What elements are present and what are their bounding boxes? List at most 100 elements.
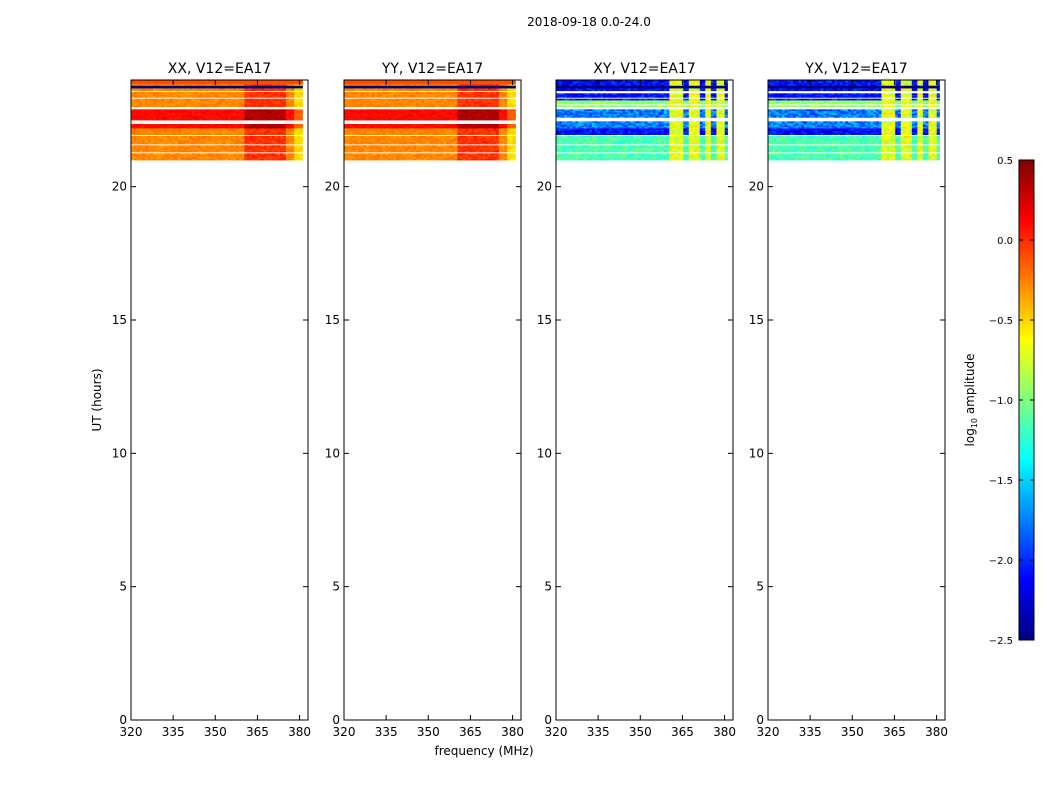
heatmap-cell: [186, 158, 190, 161]
heatmap-cell: [233, 158, 237, 161]
heatmap-cell: [465, 126, 469, 129]
heatmap-cell: [421, 153, 425, 156]
heatmap-cell: [255, 138, 259, 141]
heatmap-cell: [247, 82, 251, 85]
heatmap-cell: [263, 96, 267, 98]
heatmap-cell: [421, 148, 425, 150]
heatmap-cell: [197, 128, 201, 130]
heatmap-cell: [172, 130, 176, 133]
heatmap-cell: [202, 85, 207, 88]
heatmap-cell: [189, 146, 193, 149]
heatmap-cell: [197, 136, 201, 138]
heatmap-cell: [238, 146, 243, 149]
heatmap-cell: [490, 112, 494, 114]
heatmap-cell: [283, 136, 287, 138]
heatmap-cell: [285, 146, 290, 149]
heatmap-cell: [252, 157, 256, 160]
heatmap-cell: [161, 93, 165, 96]
heatmap-cell: [260, 89, 265, 92]
heatmap-cell: [136, 81, 140, 84]
heatmap-cell: [252, 88, 256, 90]
heatmap-cell: [501, 150, 505, 153]
heatmap-cell: [249, 149, 254, 152]
heatmap-cell: [424, 117, 428, 120]
heatmap-cell: [172, 141, 176, 144]
heatmap-cell: [509, 137, 514, 140]
heatmap-cell: [227, 101, 231, 104]
heatmap-cell: [388, 149, 392, 152]
heatmap-cell: [164, 101, 168, 104]
heatmap-cell: [164, 124, 168, 126]
heatmap-cell: [396, 133, 400, 136]
heatmap-cell: [249, 128, 254, 130]
heatmap-cell: [465, 141, 469, 144]
heatmap-cell: [147, 149, 151, 152]
heatmap-cell: [443, 157, 447, 160]
heatmap-cell: [296, 136, 301, 138]
heatmap-cell: [222, 130, 226, 133]
heatmap-cell: [371, 112, 375, 114]
heatmap-cell: [285, 105, 290, 108]
heatmap-cell: [509, 132, 514, 134]
heatmap-cell: [249, 118, 254, 121]
heatmap-cell: [291, 146, 295, 149]
heatmap-cell: [426, 138, 431, 141]
heatmap-cell: [493, 145, 497, 148]
heatmap-cell: [158, 102, 162, 105]
heatmap-cell: [269, 114, 273, 117]
heatmap-cell: [133, 81, 137, 84]
heatmap-cell: [266, 86, 270, 89]
heatmap-cell: [222, 93, 226, 96]
heatmap-cell: [269, 130, 273, 133]
heatmap-cell: [424, 146, 428, 149]
heatmap-cell: [366, 137, 370, 140]
heatmap-cell: [374, 114, 378, 117]
heatmap-cell: [164, 113, 168, 116]
heatmap-cell: [449, 150, 453, 153]
heatmap-cell: [197, 145, 201, 148]
heatmap-cell: [260, 100, 265, 102]
heatmap-cell: [460, 148, 464, 150]
heatmap-cell: [482, 113, 486, 116]
heatmap-cell: [443, 141, 447, 144]
heatmap-cell: [294, 138, 298, 141]
heatmap-cell: [382, 132, 386, 134]
heatmap-cell: [294, 89, 298, 92]
heatmap-cell: [244, 81, 248, 84]
heatmap-cell: [213, 130, 218, 133]
heatmap-cell: [158, 89, 162, 92]
heatmap-cell: [178, 86, 182, 89]
heatmap-cell: [269, 149, 273, 152]
heatmap-cell: [355, 130, 359, 133]
heatmap-cell: [377, 138, 381, 141]
heatmap-cell: [490, 130, 494, 133]
heatmap-cell: [471, 130, 475, 133]
heatmap-cell: [421, 114, 425, 117]
heatmap-cell: [258, 112, 262, 114]
heatmap-cell: [247, 132, 251, 134]
heatmap-cell: [443, 124, 447, 126]
heatmap-cell: [438, 142, 442, 145]
heatmap-cell: [512, 126, 516, 129]
heatmap-cell: [247, 85, 251, 88]
heatmap-cell: [355, 116, 359, 118]
heatmap-cell: [277, 104, 281, 106]
heatmap-cell: [211, 85, 215, 88]
heatmap-cell: [219, 101, 223, 104]
heatmap-cell: [501, 112, 505, 114]
heatmap-cell: [296, 137, 301, 140]
heatmap-cell: [468, 138, 472, 141]
heatmap-cell: [471, 138, 475, 141]
heatmap-cell: [443, 112, 447, 114]
heatmap-cell: [379, 138, 384, 141]
heatmap-cell: [178, 126, 182, 129]
heatmap-cell: [366, 158, 370, 161]
heatmap-cell: [194, 102, 198, 105]
heatmap-cell: [407, 133, 411, 136]
heatmap-cell: [247, 110, 251, 113]
heatmap-cell: [291, 117, 295, 120]
heatmap-cell: [426, 132, 431, 134]
heatmap-cell: [299, 117, 303, 120]
heatmap-cell: [213, 113, 218, 116]
heatmap-cell: [451, 113, 456, 116]
